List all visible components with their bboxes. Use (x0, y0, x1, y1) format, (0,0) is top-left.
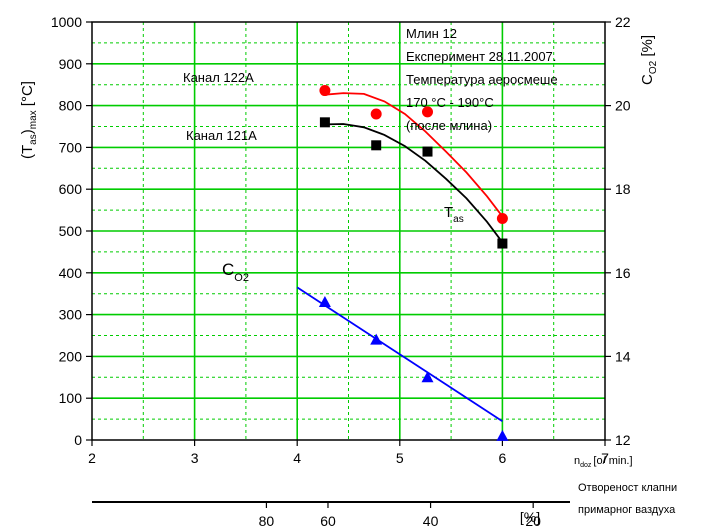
fit-curve-circle (324, 92, 504, 217)
data-point-triangle (318, 296, 331, 308)
x-tick-label: 4 (293, 450, 301, 466)
info-line-5: (после млина) (406, 118, 492, 133)
y-left-tick-label: 400 (59, 265, 83, 281)
y-left-label-main: (T (19, 145, 36, 159)
data-point-circle (319, 85, 331, 97)
y-right-label-main: C (639, 74, 656, 85)
x2-tick-label: 40 (423, 513, 439, 529)
y-left-label-sub2: max (28, 110, 39, 129)
x-tick-label: 2 (88, 450, 96, 466)
data-point-square (422, 146, 433, 157)
x-axis-label-sub: doz (580, 462, 592, 469)
data-point-circle (422, 106, 434, 118)
y-left-label-sub1: as (28, 134, 39, 145)
fit-curves (296, 92, 504, 422)
co2-label-main: C (222, 260, 234, 279)
co2-label: CO2 (222, 260, 249, 284)
y-left-tick-label: 700 (59, 139, 83, 155)
y-left-tick-label: 800 (59, 98, 83, 114)
x2-tick-label: 80 (259, 513, 275, 529)
y-left-tick-label: 500 (59, 223, 83, 239)
info-line-1: Млин 12 (406, 26, 457, 41)
x2-axis-unit: [%] (520, 509, 540, 525)
y-left-label-mid: ) (19, 129, 36, 134)
x-axis-label-main: n (574, 455, 580, 467)
x2-tick-label: 60 (320, 513, 336, 529)
x2-tick-label: 20 (525, 513, 541, 529)
x-axis-label-tail: [o/ min.] (593, 455, 632, 467)
y-left-tick-label: 200 (59, 348, 83, 364)
co2-label-sub: O2 (234, 272, 249, 284)
tas-label-main: T (444, 204, 453, 221)
x-axis-label: ndoz [o/ min.] (574, 455, 633, 469)
x2-caption-line1: Отвореност клапни (578, 482, 677, 494)
data-point-triangle (496, 429, 509, 441)
info-line-2: Експеримент 28.11.2007. (406, 49, 556, 64)
data-points (318, 85, 509, 441)
tas-label: Tas (444, 204, 464, 225)
x2-axis-ticks: 80 60 40 20 (259, 502, 541, 529)
tas-label-sub: as (453, 214, 464, 225)
data-point-square (497, 238, 508, 249)
y-left-tick-label: 1000 (51, 14, 82, 30)
grid (92, 22, 605, 440)
axis-ticks: 2 3 4 5 6 7 0 100 200 300 400 500 600 700 800 900 1000 12… (51, 14, 631, 466)
y-right-tick-label: 12 (615, 432, 631, 448)
y-right-label-tail: [%] (639, 35, 656, 61)
y-left-tick-label: 300 (59, 307, 83, 323)
fit-curve-triangle (296, 286, 503, 422)
y-left-tick-label: 900 (59, 56, 83, 72)
y-left-label-tail: [°C] (19, 81, 36, 110)
data-point-triangle (370, 333, 383, 345)
fit-curve-square (324, 123, 504, 243)
info-line-3: Температура аеросмеше (406, 72, 558, 87)
y-right-tick-label: 16 (615, 265, 631, 281)
y-right-label-sub: O2 (648, 60, 659, 74)
series-label-121: Канал 121А (186, 128, 257, 143)
x-tick-label: 7 (601, 450, 609, 466)
x-tick-label: 3 (191, 450, 199, 466)
data-point-triangle (421, 371, 434, 383)
series-label-122: Канал 122А (183, 70, 254, 85)
data-point-square (371, 140, 382, 151)
y-right-tick-label: 14 (615, 348, 631, 364)
y-right-tick-label: 18 (615, 181, 631, 197)
data-point-square (319, 117, 330, 128)
data-point-circle (496, 212, 508, 224)
y-left-tick-label: 600 (59, 181, 83, 197)
x-tick-label: 6 (499, 450, 507, 466)
info-line-4: 170 °C - 190°C (406, 95, 494, 110)
y-right-tick-label: 22 (615, 14, 631, 30)
y-left-tick-label: 100 (59, 390, 83, 406)
y-left-tick-label: 0 (74, 432, 82, 448)
y-right-label: CO2 [%] (639, 35, 659, 85)
y-left-label: (Tas)max [°C] (19, 81, 39, 159)
x2-caption-line2: примарног ваздуха (578, 504, 676, 516)
data-point-circle (370, 108, 382, 120)
y-right-tick-label: 20 (615, 98, 631, 114)
x-tick-label: 5 (396, 450, 404, 466)
